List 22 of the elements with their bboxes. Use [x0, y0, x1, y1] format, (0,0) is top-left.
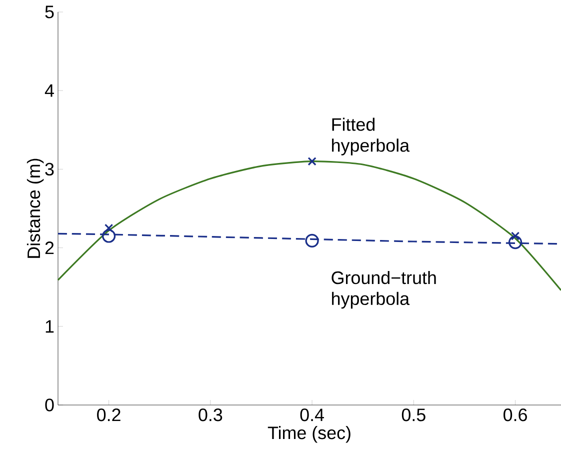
y-tick-label: 0 — [45, 398, 54, 412]
y-tick-label: 5 — [45, 6, 54, 18]
series-label: Ground−truth hyperbola — [332, 270, 436, 309]
y-tick-label: 1 — [46, 320, 54, 333]
x-tick-label: 0.6 — [504, 408, 527, 422]
y-axis-title: Distance (m) — [26, 158, 44, 258]
y-tick-label: 3 — [45, 162, 54, 176]
line-series — [57, 160, 561, 292]
y-tick-label: 4 — [44, 84, 54, 97]
point — [510, 232, 520, 240]
point — [508, 235, 522, 250]
x-tick-label: 0.3 — [198, 408, 222, 422]
point — [305, 234, 319, 248]
x-axis-title: Time (sec) — [268, 426, 350, 443]
x-tick-label: 0.4 — [300, 408, 324, 422]
x-tick-label: 0.2 — [97, 408, 120, 422]
x-tick-label: 0.5 — [402, 408, 426, 422]
series-label: Fitted hyperbola — [332, 118, 410, 156]
point — [308, 157, 316, 166]
y-tick-label: 2 — [45, 242, 54, 254]
point — [104, 224, 114, 232]
point — [102, 229, 116, 243]
